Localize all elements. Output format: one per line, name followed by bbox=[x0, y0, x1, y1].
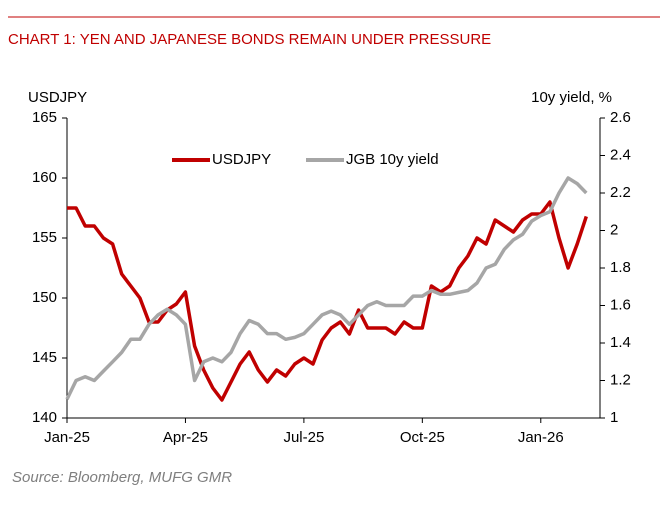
y2-tick-label: 1.2 bbox=[610, 371, 631, 388]
y-axis-title: USDJPY bbox=[28, 89, 87, 106]
y-tick-label: 165 bbox=[32, 109, 57, 126]
y2-tick-label: 2.6 bbox=[610, 109, 631, 126]
y-tick-label: 145 bbox=[32, 349, 57, 366]
y-tick-label: 160 bbox=[32, 169, 57, 186]
legend-label: JGB 10y yield bbox=[346, 151, 439, 168]
x-tick-label: Oct-25 bbox=[400, 429, 445, 446]
series-line bbox=[65, 176, 588, 401]
y2-axis-title: 10y yield, % bbox=[531, 89, 612, 106]
y2-tick-label: 1.8 bbox=[610, 259, 631, 276]
y2-tick-label: 2.4 bbox=[610, 146, 631, 163]
y2-tick-label: 2 bbox=[610, 221, 618, 238]
legend-label: USDJPY bbox=[212, 151, 271, 168]
source-note: Source: Bloomberg, MUFG GMR bbox=[12, 469, 232, 486]
x-tick-label: Jan-26 bbox=[518, 429, 564, 446]
y-tick-label: 155 bbox=[32, 229, 57, 246]
y-tick-label: 140 bbox=[32, 409, 57, 426]
chart-title: CHART 1: YEN AND JAPANESE BONDS REMAIN U… bbox=[8, 31, 491, 48]
y-tick-label: 150 bbox=[32, 289, 57, 306]
y2-tick-label: 1.6 bbox=[610, 296, 631, 313]
y2-tick-label: 1.4 bbox=[610, 334, 631, 351]
y2-tick-label: 1 bbox=[610, 409, 618, 426]
x-tick-label: Jul-25 bbox=[283, 429, 324, 446]
x-tick-label: Jan-25 bbox=[44, 429, 90, 446]
series-line bbox=[67, 200, 588, 402]
x-tick-label: Apr-25 bbox=[163, 429, 208, 446]
y2-tick-label: 2.2 bbox=[610, 184, 631, 201]
